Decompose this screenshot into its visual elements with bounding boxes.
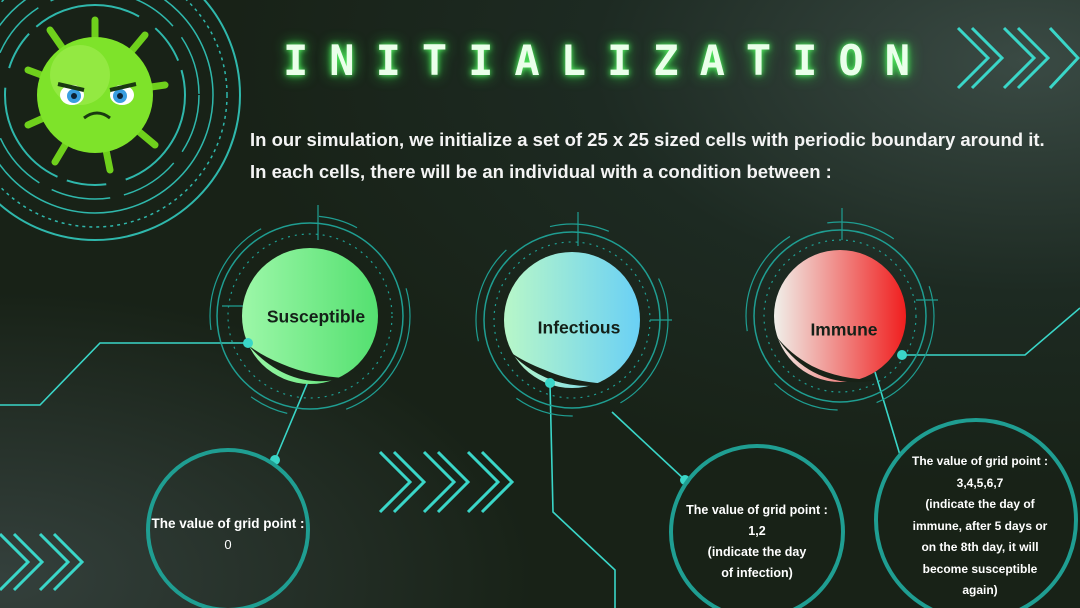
immune-note-2: immune, after 5 days or (912, 518, 1048, 533)
immune-note-4: become susceptible (922, 561, 1038, 576)
intro-text: In our simulation, we initialize a set o… (250, 124, 1070, 188)
susceptible-value: 0 (224, 537, 232, 552)
chevrons-bottom-left-icon (0, 532, 85, 592)
susceptible-value-box: The value of grid point : 0 (143, 513, 313, 555)
immune-value-heading: The value of grid point : (912, 454, 1048, 468)
infectious-label: Infectious (537, 317, 621, 338)
value-circles (146, 418, 1078, 608)
susceptible-value-heading: The value of grid point : (151, 516, 305, 531)
immune-note-5: again) (962, 583, 998, 597)
radar-rings-icon (0, 0, 241, 241)
infectious-value-heading: The value of grid point : (686, 503, 828, 517)
intro-line-2: In each cells, there will be an individu… (250, 161, 832, 182)
susceptible-circle (242, 248, 378, 384)
infectious-rings (475, 212, 672, 417)
immune-value-box: The value of grid point : 3,4,5,6,7 (ind… (895, 451, 1065, 602)
chevrons-top-right-icon (956, 26, 1080, 90)
chevrons-middle-icon (378, 450, 515, 514)
infectious-note-2: of infection) (721, 566, 793, 580)
immune-value: 3,4,5,6,7 (956, 475, 1004, 490)
infectious-value: 1,2 (748, 524, 766, 538)
intro-line-1: In our simulation, we initialize a set o… (250, 129, 1045, 150)
infectious-note-1: (indicate the day (707, 545, 807, 559)
virus-icon (24, 16, 169, 174)
immune-note-3: on the 8th day, it will (921, 540, 1039, 554)
immune-circle (774, 250, 906, 383)
connector-dots (243, 338, 907, 485)
immune-rings (745, 208, 938, 411)
immune-note-1: (indicate the day of (925, 497, 1035, 511)
susceptible-rings (209, 205, 411, 417)
connector-lines (0, 307, 1080, 608)
infectious-circle (504, 252, 640, 388)
susceptible-label: Susceptible (266, 306, 366, 327)
immune-label: Immune (810, 319, 878, 340)
infectious-value-box: The value of grid point : 1,2 (indicate … (677, 500, 837, 584)
page-title: INITIALIZATION (283, 36, 932, 85)
